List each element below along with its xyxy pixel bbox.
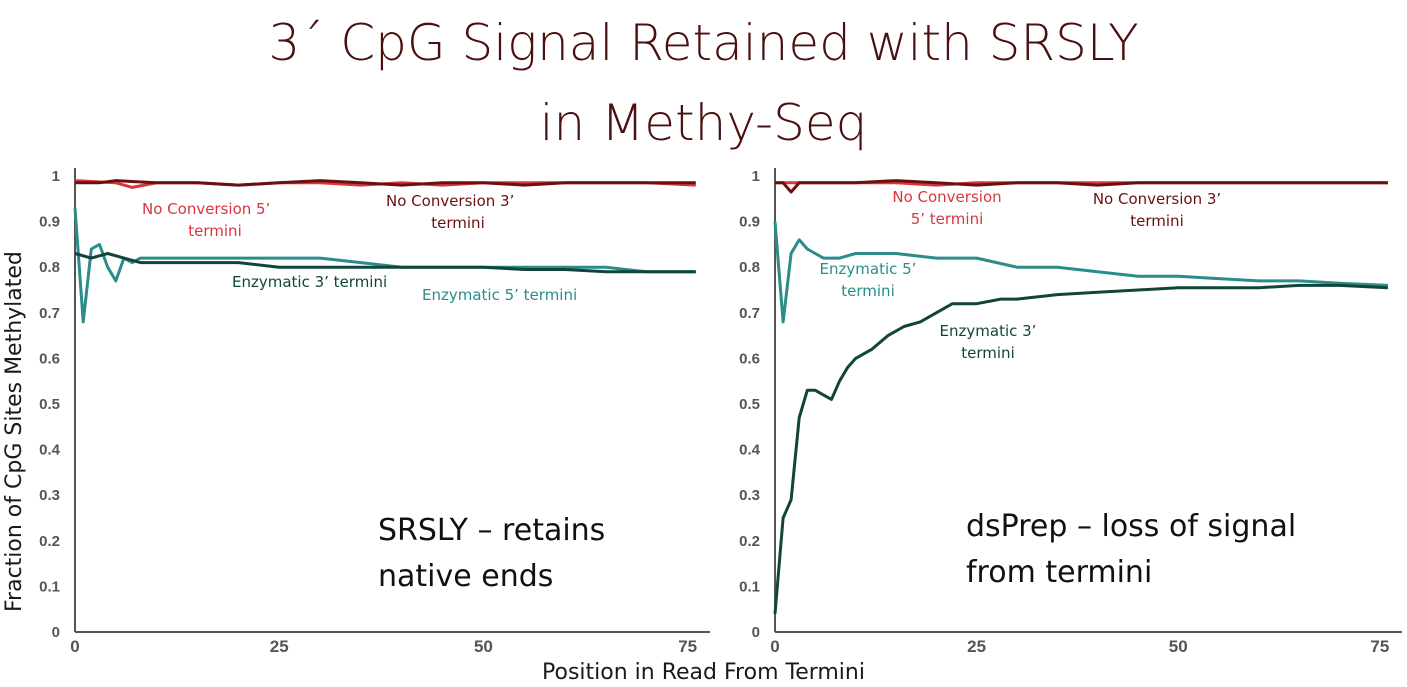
x-tick-label: 50	[474, 637, 493, 656]
x-tick-label: 75	[1370, 637, 1389, 656]
series-label-nc5: No Conversion 5’ termini	[142, 200, 270, 240]
series-line-e3	[74, 252, 696, 274]
series-label-e3: Enzymatic 3’ termini	[940, 322, 1037, 362]
series-label-line: 5’ termini	[911, 210, 984, 228]
y-tick-label: 0.3	[739, 487, 760, 504]
series-line-e5	[73, 207, 696, 324]
y-tick-label: 0	[752, 624, 760, 641]
series-label-line: No Conversion	[892, 188, 1001, 206]
series-label-line: No Conversion 3’	[386, 192, 514, 210]
series-label-line: termini	[1130, 212, 1183, 230]
series-line-nc3	[75, 179, 696, 187]
y-tick-label: 0.9	[739, 214, 760, 231]
series-label-line: Enzymatic 3’ termini	[232, 273, 387, 291]
y-tick-label: 1	[52, 168, 60, 185]
y-tick-label: 0.7	[739, 305, 760, 322]
series-label-nc3: No Conversion 3’ termini	[386, 192, 514, 232]
series-label-line: termini	[961, 344, 1014, 362]
series-label-line: No Conversion 5’	[142, 200, 270, 218]
x-axis-label: Position in Read From Termini	[542, 660, 865, 685]
series-label-line: Enzymatic 5’ termini	[422, 286, 577, 304]
chart-title-line-1: 3´ CpG Signal Retained with SRSLY	[268, 14, 1139, 72]
y-tick-label: 0.6	[739, 350, 760, 367]
series-label-e3: Enzymatic 3’ termini	[232, 273, 387, 291]
y-tick-label: 0.4	[39, 442, 61, 459]
y-tick-label: 0.1	[39, 578, 60, 595]
x-tick-label: 25	[270, 637, 289, 656]
series-line-e5	[773, 221, 1388, 324]
series-label-nc3: No Conversion 3’ termini	[1093, 190, 1221, 230]
x-tick-label: 50	[1169, 637, 1188, 656]
y-tick-label: 0.4	[739, 442, 761, 459]
series-label-line: No Conversion 3’	[1093, 190, 1221, 208]
y-tick-label: 0.5	[739, 396, 760, 413]
chart-title-line-2: in Methy-Seq	[539, 94, 868, 152]
series-label-line: Enzymatic 3’	[940, 322, 1037, 340]
y-tick-label: 0.2	[39, 533, 60, 550]
y-tick-label: 0.8	[739, 259, 760, 276]
x-tick-label: 75	[678, 637, 697, 656]
series-line-nc3	[775, 179, 1388, 194]
x-tick-label: 0	[70, 637, 79, 656]
panel-annotation: from termini	[966, 555, 1152, 590]
series-label-e5: Enzymatic 5’ termini	[820, 260, 917, 300]
y-tick-label: 0.6	[39, 350, 60, 367]
y-tick-label: 0.9	[39, 214, 60, 231]
series-label-nc5: No Conversion 5’ termini	[892, 188, 1001, 228]
series-label-line: termini	[188, 222, 241, 240]
y-tick-label: 0.2	[739, 533, 760, 550]
x-tick-label: 0	[770, 637, 779, 656]
series-label-line: termini	[841, 282, 894, 300]
y-tick-label: 0.1	[739, 578, 760, 595]
y-tick-label: 0.5	[39, 396, 60, 413]
series-label-e5: Enzymatic 5’ termini	[422, 286, 577, 304]
series-line-e3	[773, 283, 1388, 614]
y-tick-label: 0.8	[39, 259, 60, 276]
y-tick-label: 0.3	[39, 487, 60, 504]
x-tick-label: 25	[967, 637, 986, 656]
series-label-line: termini	[431, 214, 484, 232]
y-tick-label: 0.7	[39, 305, 60, 322]
panel-annotation: dsPrep – loss of signal	[966, 509, 1296, 544]
series-label-line: Enzymatic 5’	[820, 260, 917, 278]
y-tick-label: 0	[52, 624, 60, 641]
panel-annotation: SRSLY – retains	[378, 513, 605, 548]
y-tick-label: 1	[752, 168, 760, 185]
panel-annotation: native ends	[378, 559, 553, 594]
